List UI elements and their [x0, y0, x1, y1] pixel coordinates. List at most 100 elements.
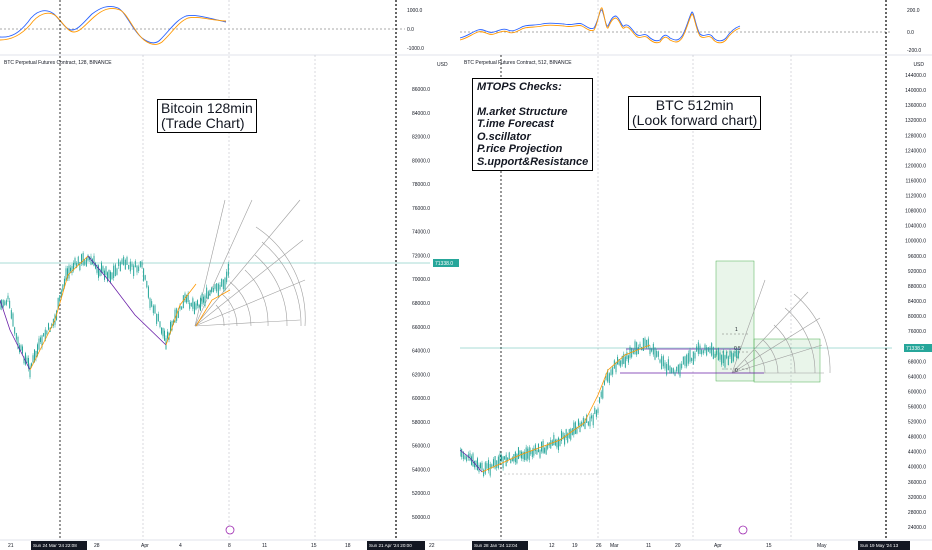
candle-body [536, 449, 538, 455]
right-chart-svg: 200.0 0.0 -200.0 [460, 0, 932, 550]
candle-body [491, 464, 493, 468]
candle-body [486, 463, 488, 469]
candle-body [90, 256, 92, 265]
candle-body [607, 370, 609, 382]
right-osc-orange [460, 7, 741, 44]
candle-body [629, 346, 631, 358]
left-date-badge-start-text: Sun 24 Mar '24 22:08 [33, 543, 77, 548]
candle-body [679, 363, 681, 377]
candle-body [553, 434, 555, 446]
right-candles [460, 336, 739, 478]
left-note-box[interactable]: Bitcoin 128min (Trade Chart) [157, 99, 257, 133]
left-date-badge-start [31, 541, 87, 550]
candle-body [544, 447, 546, 453]
candle-body [481, 462, 483, 470]
candle-body [467, 454, 469, 458]
right-note-box[interactable]: BTC 512min (Look forward chart) [628, 96, 762, 130]
candle-body [626, 352, 628, 360]
left-x-label: 15 [311, 543, 317, 549]
left-symbol-title: BTC Perpetual Futures Contract, 128, BIN… [4, 60, 112, 66]
price-axis-label: 64000.0 [412, 349, 430, 355]
candle-body [587, 421, 589, 426]
left-x-label: 18 [345, 543, 351, 549]
price-axis-label: 88000.0 [908, 284, 926, 290]
candle-body [702, 350, 704, 354]
candle-body [198, 304, 200, 308]
price-axis-label: 144000.0 [905, 73, 926, 79]
left-up-leg-2 [165, 283, 197, 346]
price-axis-label: 76000.0 [412, 206, 430, 212]
candle-body [177, 310, 179, 318]
mtops-checklist-box[interactable]: MTOPS Checks: M.arket Structure T.ime Fo… [472, 78, 594, 171]
candle-body [722, 350, 724, 364]
candle-body [586, 415, 588, 423]
candle-body [517, 447, 519, 459]
candle-body [84, 259, 86, 265]
candle-body [23, 357, 25, 364]
left-chart-pane[interactable]: 1000.0 0.0 -1000.0 [0, 0, 460, 550]
candle-body [696, 346, 698, 352]
left-x-label: 28 [94, 543, 100, 549]
candle-body [207, 291, 209, 299]
right-projection-box-2 [753, 338, 821, 383]
candle-body [134, 261, 136, 268]
candle-body [59, 295, 61, 302]
candle-body [623, 353, 625, 364]
candle-body [637, 347, 639, 354]
candle-body [0, 300, 1, 310]
candle-body [116, 268, 118, 275]
left-price-axis: 86000.0 84000.0 82000.0 80000.0 78000.0 76000… [412, 87, 430, 521]
candle-body [209, 290, 211, 296]
left-chart-svg: 1000.0 0.0 -1000.0 [0, 0, 460, 550]
left-note-line-1: Bitcoin 128min [161, 100, 253, 116]
candle-body [651, 348, 653, 352]
left-down-leg [0, 299, 31, 371]
right-x-label: 19 [572, 543, 578, 549]
right-x-label: 11 [646, 543, 651, 549]
candle-body [511, 457, 513, 462]
candle-body [618, 359, 620, 365]
candle-body [492, 459, 494, 467]
left-osc-label-1: 1000.0 [407, 8, 423, 14]
candle-body [204, 295, 206, 306]
candle-body [123, 256, 125, 266]
candle-body [681, 363, 683, 369]
event-marker-icon[interactable] [738, 525, 748, 535]
right-chart-pane[interactable]: 200.0 0.0 -200.0 [460, 0, 932, 550]
candle-body [483, 469, 485, 477]
candle-body [497, 456, 499, 469]
mtops-line: T.ime Forecast [477, 118, 554, 130]
candle-body [480, 463, 481, 469]
candle-body [717, 347, 719, 361]
candle-body [729, 350, 731, 357]
candle-body [672, 368, 674, 373]
mtops-line: MTOPS Checks: [477, 81, 562, 93]
candle-body [671, 367, 673, 374]
candle-body [504, 456, 506, 460]
candle-body [477, 458, 478, 471]
candle-body [656, 350, 658, 357]
right-x-label: 12 [549, 543, 555, 549]
mtops-line: P.rice Projection [477, 143, 563, 155]
price-axis-label: 40000.0 [908, 465, 926, 471]
price-axis-label: 108000.0 [905, 209, 926, 215]
price-axis-label: 54000.0 [412, 467, 430, 473]
event-marker-icon[interactable] [225, 525, 235, 535]
candle-body [472, 453, 474, 467]
candle-body [189, 302, 191, 309]
candle-body [684, 356, 686, 366]
candle-body [599, 397, 601, 403]
price-axis-label: 62000.0 [412, 372, 430, 378]
candle-body [567, 433, 569, 443]
price-axis-label: 136000.0 [905, 103, 926, 109]
price-axis-label: 64000.0 [908, 374, 926, 380]
candle-body [592, 414, 594, 426]
candle-body [462, 451, 464, 459]
candle-body [226, 271, 228, 283]
candle-body [107, 272, 108, 282]
price-axis-label: 116000.0 [906, 178, 927, 184]
candle-body [716, 350, 718, 355]
candle-body [224, 277, 226, 290]
candle-body [101, 262, 102, 273]
right-osc-label-1: 200.0 [907, 8, 920, 14]
